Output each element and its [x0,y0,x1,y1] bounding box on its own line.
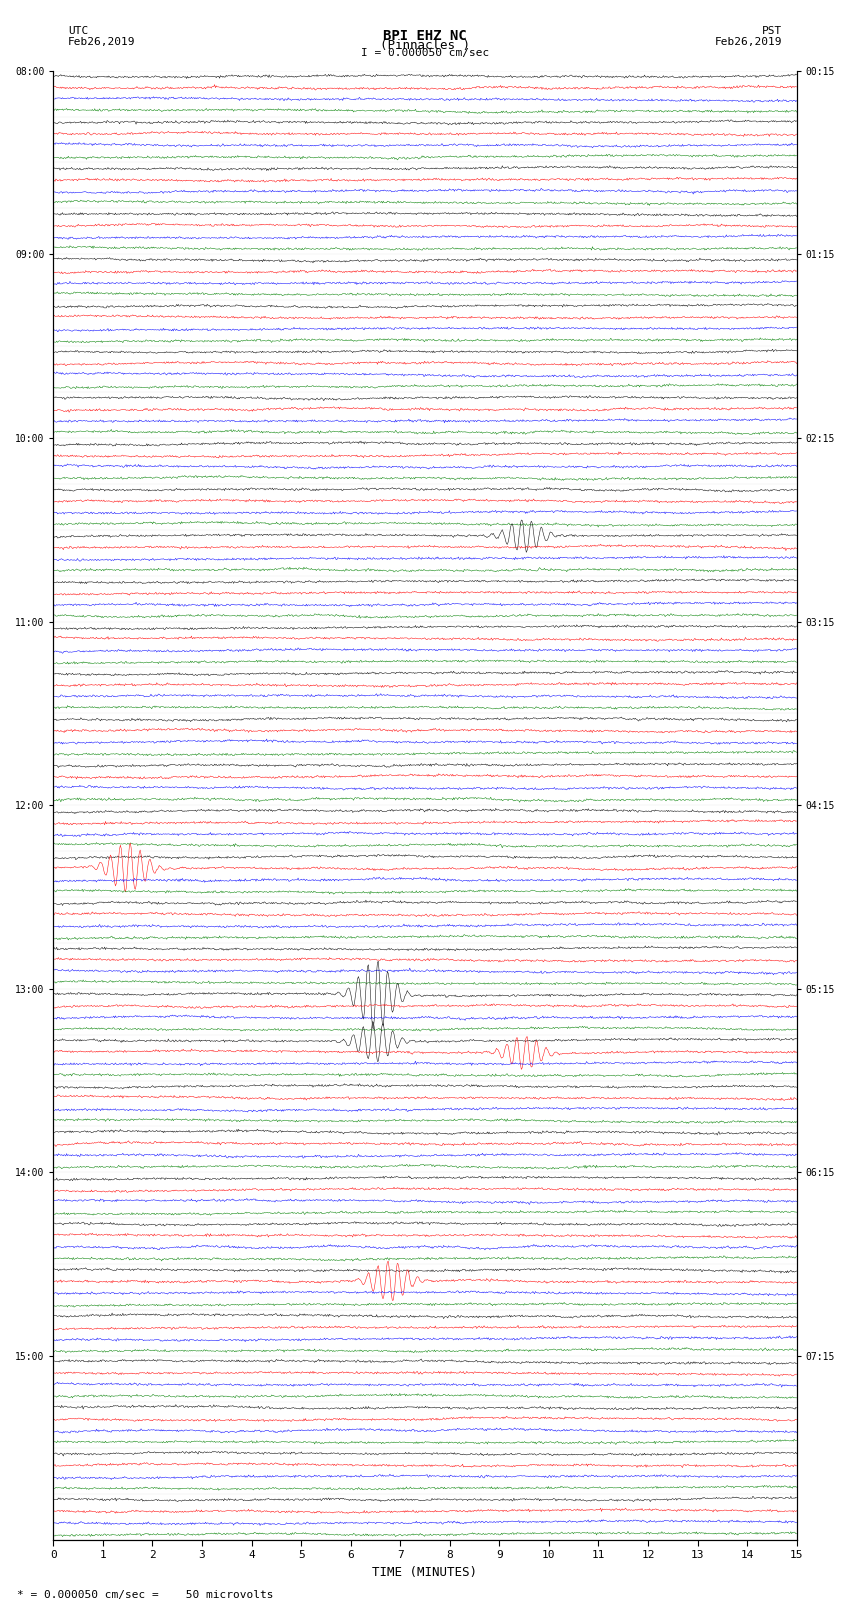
Text: I = 0.000050 cm/sec: I = 0.000050 cm/sec [361,48,489,58]
Text: UTC
Feb26,2019: UTC Feb26,2019 [68,26,135,47]
Text: * = 0.000050 cm/sec =    50 microvolts: * = 0.000050 cm/sec = 50 microvolts [17,1590,274,1600]
Text: PST
Feb26,2019: PST Feb26,2019 [715,26,782,47]
Text: BPI EHZ NC: BPI EHZ NC [383,29,467,44]
X-axis label: TIME (MINUTES): TIME (MINUTES) [372,1566,478,1579]
Text: (Pinnacles ): (Pinnacles ) [380,39,470,52]
